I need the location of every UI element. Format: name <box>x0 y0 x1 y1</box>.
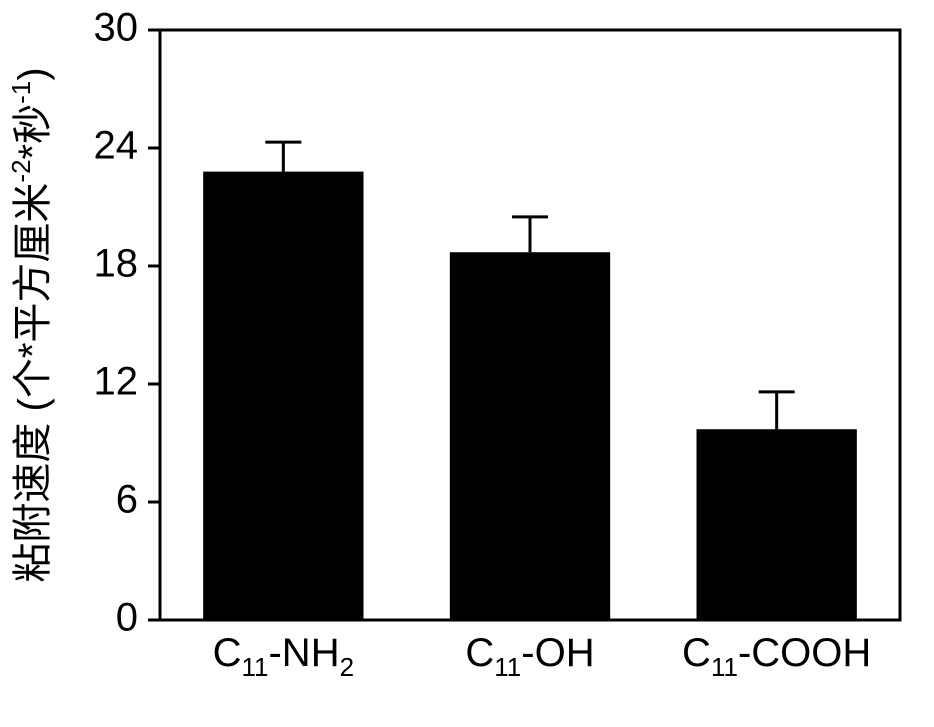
chart-svg: 0 6 12 18 24 30 C11-NH2 C11-OH C11-COOH 粘附速度 (个*平… <box>0 0 934 727</box>
y-axis-label: 粘附速度 (个*平方厘米-2*秒-1) <box>6 67 55 582</box>
y-tick-label: 30 <box>94 6 139 50</box>
x-category-label: C11-COOH <box>682 631 871 682</box>
x-category-label: C11-NH2 <box>213 631 354 682</box>
y-tick-label: 24 <box>94 124 139 168</box>
y-tick-label: 0 <box>116 596 138 640</box>
y-tick-label: 12 <box>94 360 139 404</box>
y-tick-label: 18 <box>94 242 139 286</box>
bar <box>697 429 857 620</box>
bar <box>450 252 610 620</box>
x-category-label: C11-OH <box>465 631 594 682</box>
y-tick-label: 6 <box>116 478 138 522</box>
bar-chart: 0 6 12 18 24 30 C11-NH2 C11-OH C11-COOH 粘附速度 (个*平… <box>0 0 934 727</box>
bar <box>203 172 363 620</box>
